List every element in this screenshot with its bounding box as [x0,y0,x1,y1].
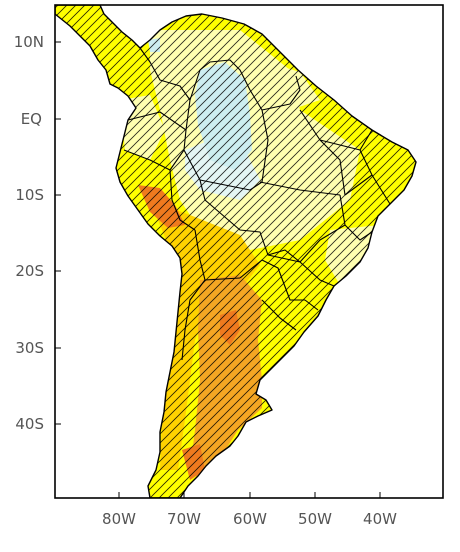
y-tick-label-10s: 10S [15,186,44,204]
y-tick-label-10n: 10N [14,33,44,51]
x-axis: 80W 70W 60W 50W 40W [102,492,397,528]
x-tick-label-80w: 80W [102,510,136,528]
x-tick-label-50w: 50W [298,510,332,528]
y-tick-label-30s: 30S [15,339,44,357]
y-axis: 10N EQ 10S 20S 30S 40S [14,33,61,433]
country-borders [123,47,391,361]
y-tick-label-eq: EQ [21,110,42,128]
y-tick-label-20s: 20S [15,262,44,280]
x-tick-label-60w: 60W [233,510,267,528]
plot-frame [54,4,444,499]
y-tick-label-40s: 40S [15,415,44,433]
x-tick-label-40w: 40W [363,510,397,528]
x-tick-label-70w: 70W [167,510,201,528]
